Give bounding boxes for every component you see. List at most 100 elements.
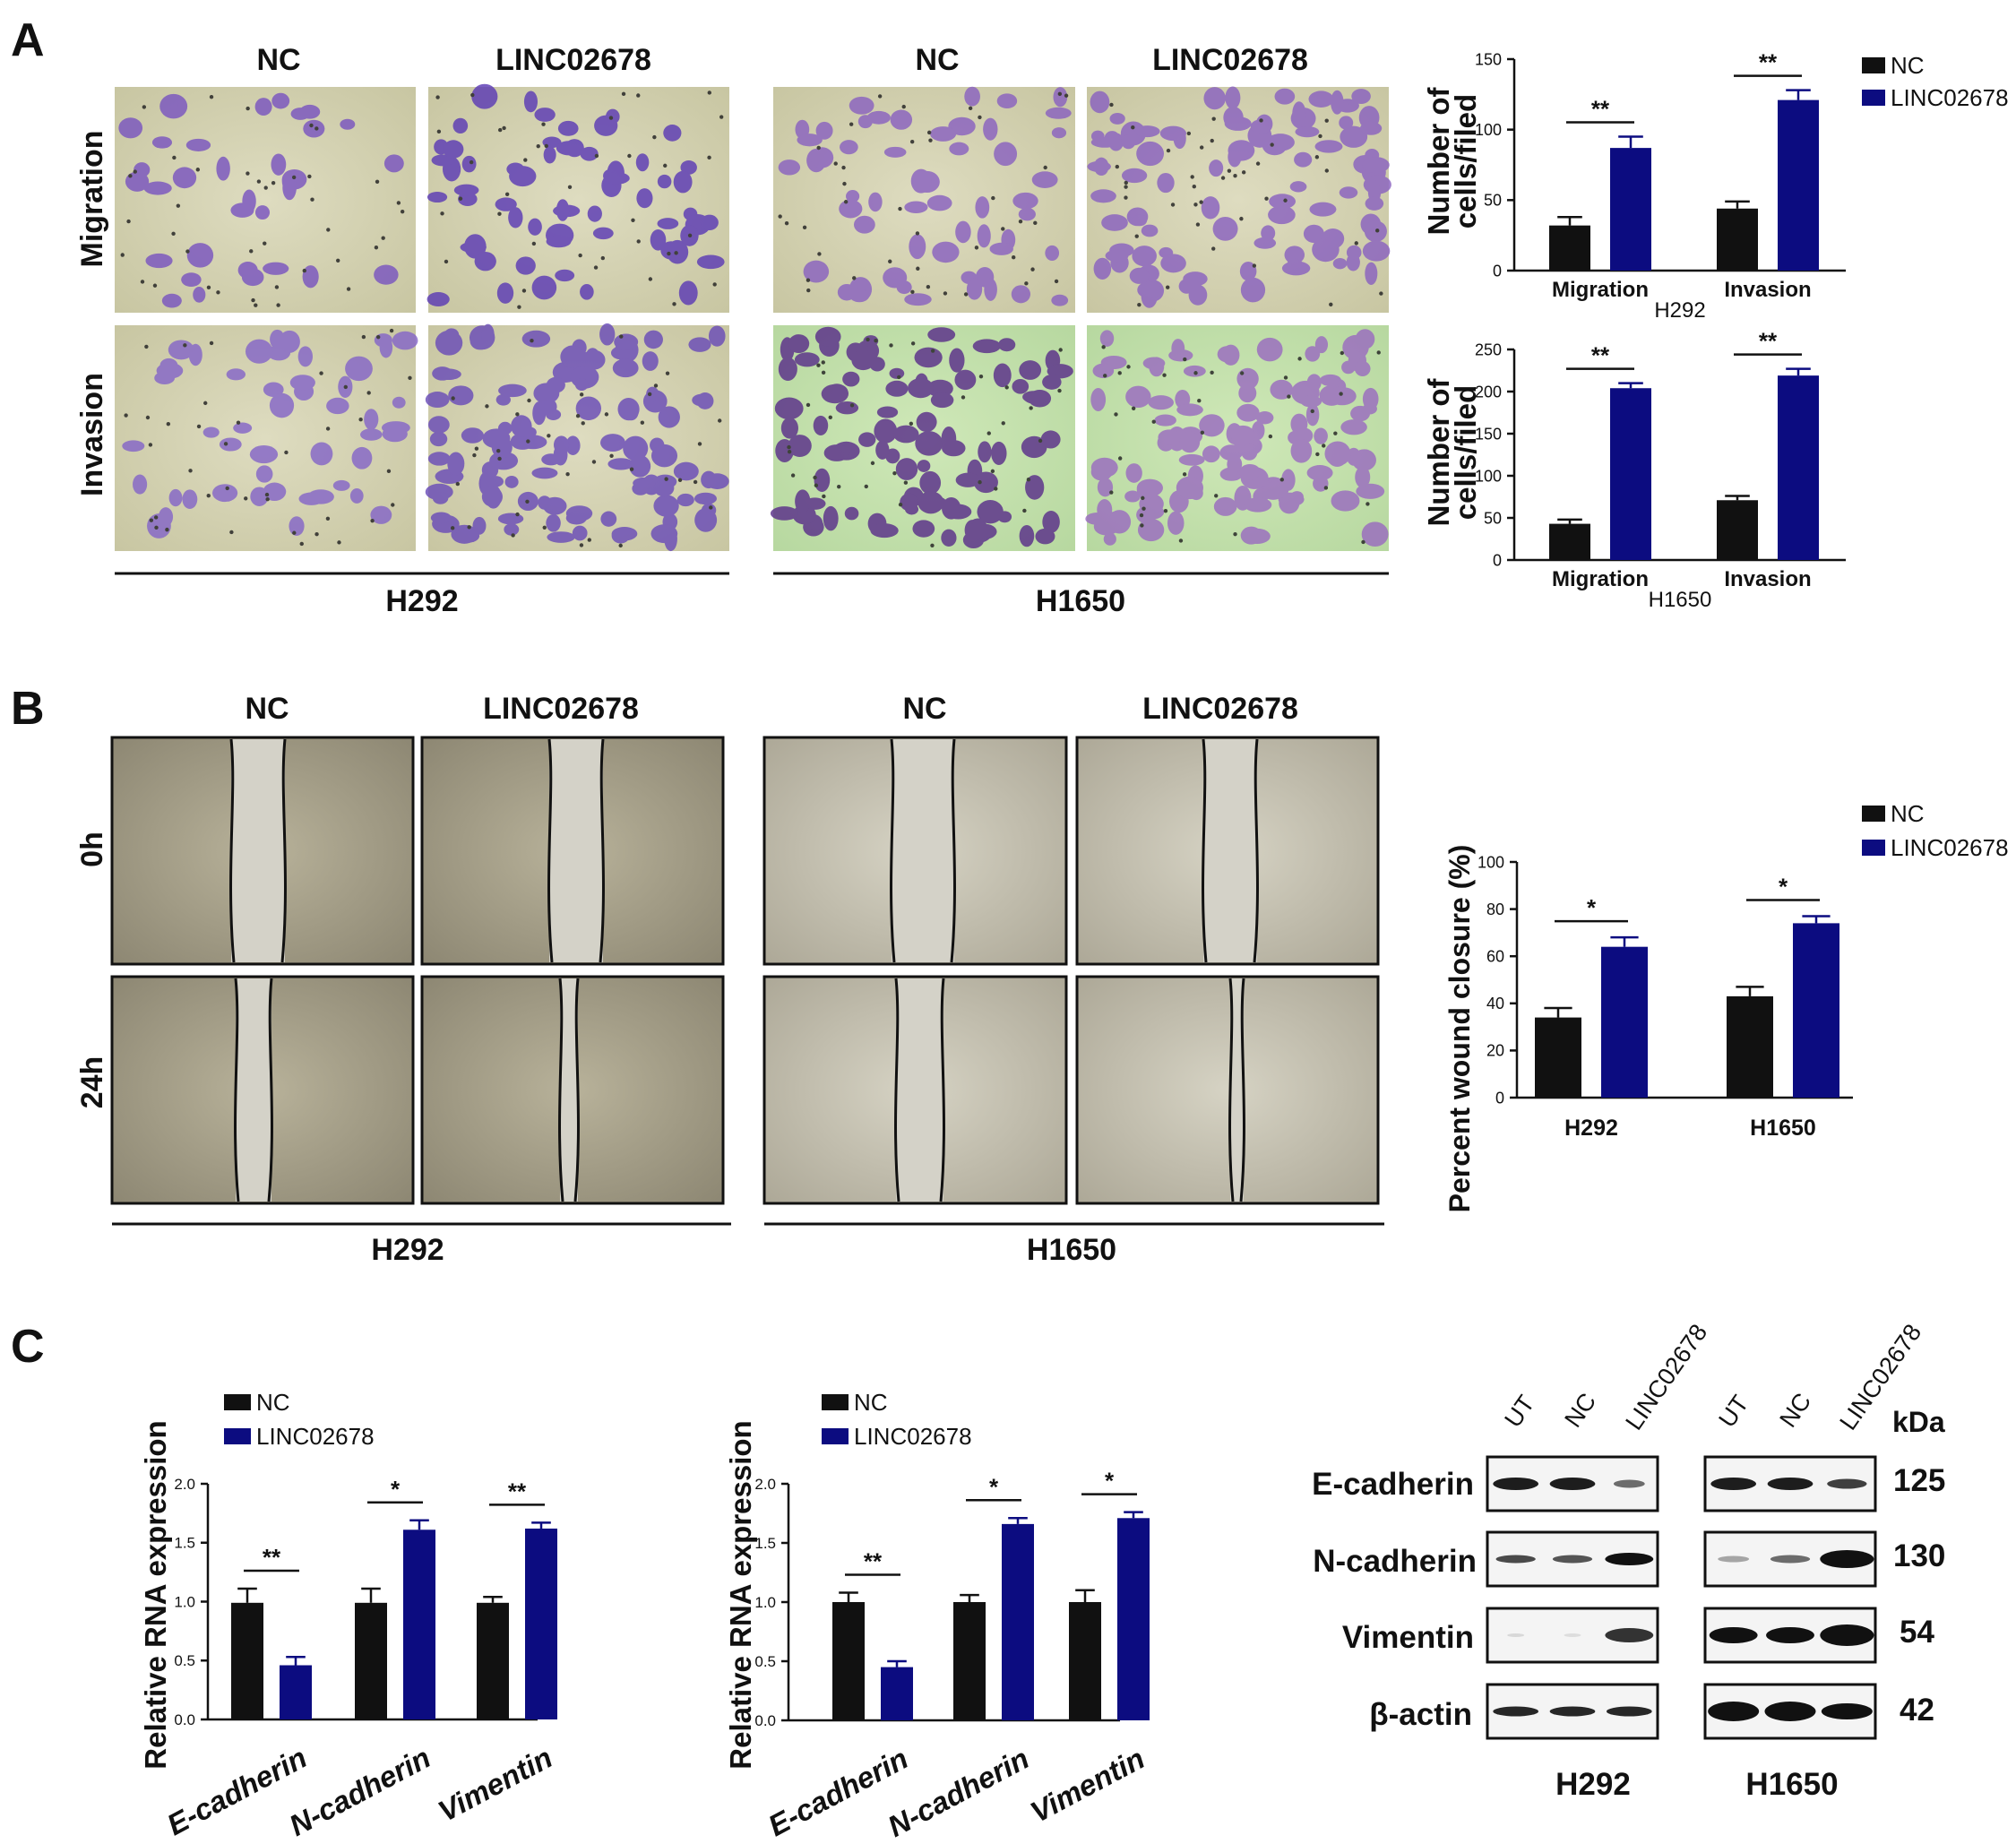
panel-letter-b: B <box>11 683 45 735</box>
pore-dot <box>249 249 254 254</box>
pore-dot <box>816 145 821 151</box>
pore-dot <box>1011 255 1016 260</box>
wound-gap <box>892 739 954 962</box>
stained-cell <box>1300 395 1322 408</box>
pore-dot <box>687 233 693 237</box>
pore-dot <box>806 402 811 408</box>
stained-cell <box>1213 496 1237 516</box>
stained-cell <box>624 404 639 421</box>
pore-dot <box>274 285 280 289</box>
pore-dot <box>497 456 502 461</box>
stained-cell <box>1012 192 1038 210</box>
pore-dot <box>888 259 892 263</box>
x-tick-label: Invasion <box>1724 567 1811 591</box>
stained-cell <box>889 367 905 379</box>
stained-cell <box>255 465 273 483</box>
pore-dot <box>176 203 181 208</box>
x-tick-label: Migration <box>1552 567 1649 591</box>
bar-nc-invasion <box>1717 500 1758 560</box>
pore-dot <box>1252 263 1257 268</box>
pore-dot <box>901 104 906 109</box>
pore-dot <box>930 543 935 547</box>
pore-dot <box>587 538 591 542</box>
wound-edge-left <box>894 978 900 1202</box>
stained-cell <box>254 205 271 220</box>
pore-dot <box>1131 406 1136 410</box>
pore-dot <box>343 384 348 390</box>
col-label-linc-b-h292: LINC02678 <box>483 692 639 726</box>
stained-cell <box>431 154 454 167</box>
stained-cell <box>692 393 711 407</box>
stained-cell <box>495 197 517 211</box>
y-tick-label: 0 <box>1493 262 1502 280</box>
pore-dot <box>171 231 176 237</box>
stained-cell <box>614 333 639 350</box>
stained-cell <box>392 396 406 409</box>
y-tick-label: 50 <box>1484 192 1502 210</box>
pore-dot <box>223 442 228 446</box>
stained-cell <box>1209 159 1224 177</box>
stained-cell <box>1090 90 1110 114</box>
blot-strip-h292-e-cadherin <box>1486 1455 1659 1512</box>
blot-strip-h292-actin <box>1486 1683 1659 1740</box>
stained-cell <box>1295 125 1320 138</box>
pore-dot <box>915 231 920 236</box>
wound-edge-right <box>939 978 945 1202</box>
pore-dot <box>648 277 653 281</box>
y-tick-label: 0.0 <box>174 1711 195 1728</box>
pore-dot <box>299 541 304 547</box>
stained-cell <box>1051 294 1069 306</box>
x-tick-label: Migration <box>1552 278 1649 302</box>
stained-cell <box>546 409 562 420</box>
stained-cell <box>803 260 830 283</box>
legend-label-linc02678: LINC02678 <box>1891 84 2009 111</box>
stained-cell <box>1203 87 1226 110</box>
pore-dot <box>291 175 297 180</box>
pore-dot <box>284 450 289 455</box>
pore-dot <box>1279 478 1284 482</box>
pore-dot <box>1241 170 1246 175</box>
pore-dot <box>579 392 584 397</box>
stained-cell <box>623 435 649 461</box>
stained-cell <box>1270 379 1294 400</box>
pore-dot <box>1141 495 1145 501</box>
stained-cell <box>1042 375 1062 390</box>
y-axis-label: cells/filed <box>1449 94 1482 228</box>
pore-dot <box>1054 279 1059 284</box>
blot-band <box>1605 1553 1654 1565</box>
pore-dot <box>930 349 935 353</box>
stained-cell <box>778 357 797 382</box>
stained-cell <box>454 529 480 543</box>
stained-cell <box>211 484 238 503</box>
stained-cell <box>646 386 659 402</box>
stained-cell <box>430 512 452 524</box>
pore-dot <box>1057 91 1063 97</box>
pore-dot <box>1024 281 1029 286</box>
pore-dot <box>909 139 915 144</box>
stained-cell <box>607 458 634 470</box>
pore-dot <box>1324 118 1329 123</box>
pore-dot <box>986 431 991 435</box>
pore-dot <box>1163 509 1168 513</box>
pore-dot <box>1233 531 1237 537</box>
stained-cell <box>392 331 418 350</box>
y-axis-label: cells/filed <box>1449 385 1482 520</box>
blot-band <box>1549 1706 1596 1717</box>
pore-dot <box>530 338 534 343</box>
stained-cell <box>994 142 1018 167</box>
pore-dot <box>806 288 811 293</box>
stained-cell <box>1236 403 1260 422</box>
significance-marker: ** <box>263 1544 281 1571</box>
pore-dot <box>1178 539 1184 543</box>
stained-cell <box>774 397 804 420</box>
pore-dot <box>968 106 973 111</box>
pore-dot <box>497 127 503 133</box>
pore-dot <box>640 420 645 425</box>
pore-dot <box>325 516 331 521</box>
pore-dot <box>1182 472 1187 477</box>
stained-cell <box>983 117 998 141</box>
significance-marker: ** <box>1591 96 1610 123</box>
pore-dot <box>1199 200 1203 204</box>
pore-dot <box>145 415 151 420</box>
legend-label-nc: NC <box>256 1389 290 1416</box>
